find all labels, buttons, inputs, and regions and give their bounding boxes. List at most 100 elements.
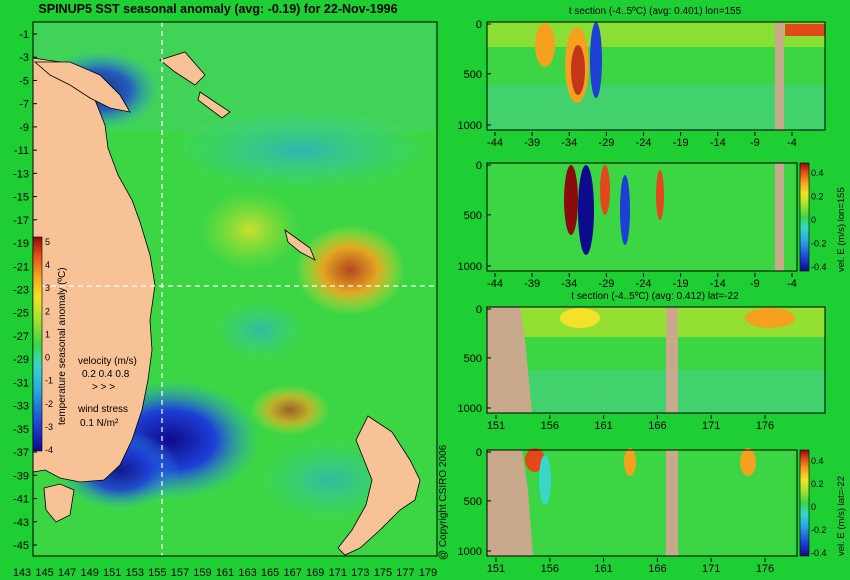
tick-label: 179 — [419, 567, 437, 579]
tsec-lat-warm-2 — [745, 308, 795, 328]
vel-lat-panel: 0.4 0.2 0 -0.2 -0.4 vel. E (m/s) lat=-22 0 50… — [458, 447, 847, 575]
tick-label: 0 — [476, 19, 482, 31]
tick-label: -35 — [13, 424, 29, 436]
tick-label: 0 — [476, 447, 482, 459]
tick-label: 163 — [238, 567, 256, 579]
tick-label: -34 — [561, 137, 577, 149]
tick-label: 169 — [306, 567, 324, 579]
tick-label: 1000 — [458, 261, 482, 273]
tsec-lon-warm-surface — [785, 24, 825, 36]
tick-label: 167 — [283, 567, 301, 579]
tick-label: -29 — [13, 354, 29, 366]
velocity-legend-values: 0.2 0.4 0.8 — [82, 369, 130, 380]
map-anomaly-teal-mid — [215, 300, 305, 360]
australia-landmass — [32, 57, 156, 483]
tick-label: -37 — [13, 447, 29, 459]
tick-label: 5 — [45, 237, 50, 247]
tick-label: -4 — [45, 445, 53, 455]
vel-lon-east-jet-3 — [656, 170, 664, 220]
tick-label: 1 — [45, 329, 50, 339]
new-britain-landmass — [159, 51, 206, 86]
vel-lon-colorbar-ticks: 0.4 0.2 0 -0.2 -0.4 — [811, 168, 827, 272]
vel-lon-panel: 0.4 0.2 0 -0.2 -0.4 vel. E (m/s) lon=155 0 50… — [458, 160, 847, 290]
tick-label: 161 — [594, 563, 612, 575]
new-caledonia-landmass — [284, 229, 316, 261]
tick-label: 171 — [702, 420, 720, 432]
tick-label: 500 — [464, 496, 482, 508]
tick-label: 153 — [126, 567, 144, 579]
tick-label: 0.4 — [811, 168, 824, 178]
tick-label: 176 — [756, 563, 774, 575]
vel-lat-west-jet — [539, 455, 551, 505]
tsec-lon-land — [775, 22, 784, 130]
vel-lon-east-jet — [564, 165, 578, 235]
tick-label: -3 — [19, 52, 29, 64]
map-panel: SPINUP5 SST seasonal anomaly (avg: -0.19… — [13, 2, 438, 579]
tick-label: 500 — [464, 210, 482, 222]
tsec-lon-warm-core-1 — [535, 23, 555, 67]
wind-legend-title: wind stress — [77, 404, 128, 415]
vel-lon-land — [775, 163, 784, 271]
tick-label: 175 — [374, 567, 392, 579]
tick-label: -23 — [13, 285, 29, 297]
tsec-lon-title: t section (-4..5ºC) (avg: 0.401) lon=155 — [569, 6, 742, 17]
tick-label: 157 — [171, 567, 189, 579]
tick-label: -17 — [13, 215, 29, 227]
tick-label: 151 — [487, 420, 505, 432]
tick-label: 166 — [648, 563, 666, 575]
vel-lat-land-mid — [666, 450, 678, 556]
tick-label: -0.2 — [811, 525, 827, 535]
map-anomaly-yellow — [200, 190, 300, 270]
tick-label: 0 — [811, 502, 816, 512]
tsec-lat-title: t section (-4..5ºC) (avg: 0.412) lat=-22 — [571, 291, 739, 302]
vel-lat-east-jet-3 — [740, 448, 756, 476]
tick-label: -39 — [524, 278, 540, 290]
tick-label: 0 — [45, 353, 50, 363]
tick-label: 156 — [541, 563, 559, 575]
tsec-lon-frame — [486, 21, 826, 131]
tick-label: 151 — [103, 567, 121, 579]
new-zealand-landmass — [337, 415, 421, 556]
tick-label: -15 — [13, 192, 29, 204]
vel-lon-east-jet-2 — [600, 165, 610, 215]
tsec-lat-x-ticks: 151 156 161 166 171 176 — [487, 415, 774, 432]
vel-lon-frame — [486, 162, 798, 272]
tick-label: 0.2 — [811, 192, 824, 202]
tick-label: -9 — [19, 122, 29, 134]
vel-lon-x-ticks: -44 -39 -34 -29 -24 -19 -14 -9 -4 — [487, 273, 797, 290]
tick-label: 500 — [464, 353, 482, 365]
vel-lon-colorbar-label: vel. E (m/s) lon=155 — [836, 187, 847, 272]
tick-label: -0.4 — [811, 548, 827, 558]
tick-label: 166 — [648, 420, 666, 432]
tick-label: -24 — [636, 137, 652, 149]
tsec-lat-deep-band — [487, 370, 825, 413]
tick-label: -19 — [673, 278, 689, 290]
velocity-legend-title: velocity (m/s) — [78, 356, 137, 367]
tick-label: -39 — [13, 470, 29, 482]
tick-label: -11 — [14, 145, 29, 157]
tsec-lat-land-mid — [666, 307, 678, 413]
tick-label: -0.2 — [811, 239, 827, 249]
tick-label: -24 — [636, 278, 652, 290]
tick-label: -4 — [787, 137, 797, 149]
map-title: SPINUP5 SST seasonal anomaly (avg: -0.19… — [38, 2, 397, 16]
map-anomaly-teal — [170, 110, 430, 190]
vel-lat-x-ticks: 151 156 161 166 171 176 — [487, 558, 774, 575]
tick-label: -2 — [45, 399, 53, 409]
tsec-lon-y-ticks: 0 500 1000 — [458, 19, 491, 132]
map-colorbar-ticks: 5 4 3 2 1 0 -1 -2 -3 -4 — [45, 237, 53, 455]
tick-label: -0.4 — [811, 262, 827, 272]
tick-label: -9 — [750, 278, 760, 290]
copyright-text: @ Copyright CSIRO 2006 — [438, 444, 449, 560]
vel-lon-colorbar — [799, 162, 810, 272]
tick-label: -14 — [710, 278, 726, 290]
tick-label: 0.4 — [811, 456, 824, 466]
tick-label: 161 — [216, 567, 234, 579]
map-x-ticks: 143 145 147 149 151 153 155 157 159 161 163 165 167 1… — [13, 567, 437, 579]
tick-label: -1 — [19, 29, 29, 41]
tick-label: -29 — [598, 278, 614, 290]
new-guinea-landmass — [33, 61, 131, 113]
tick-label: -45 — [13, 540, 29, 552]
tick-label: -33 — [13, 401, 29, 413]
tasmania-landmass — [43, 483, 75, 523]
